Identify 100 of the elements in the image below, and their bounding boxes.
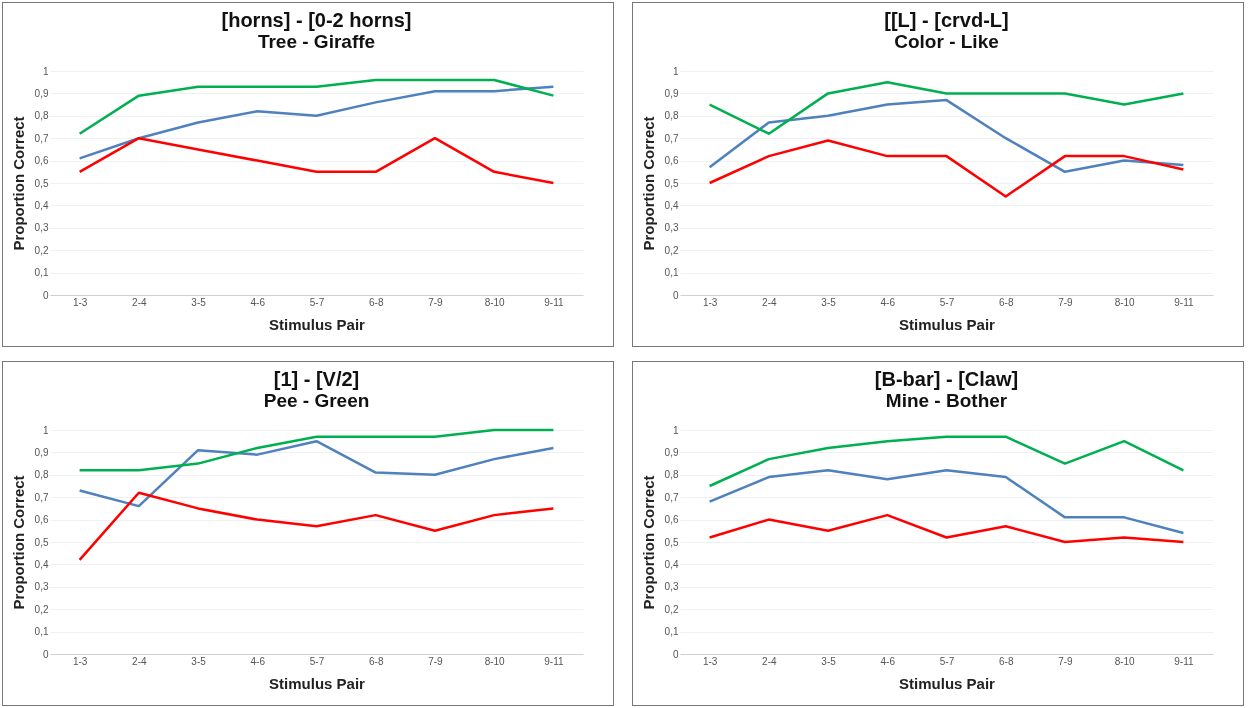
chart-title: [1] - [V/2] — [273, 368, 360, 390]
y-tick-label: 0,8 — [664, 110, 679, 122]
x-tick-label: 9-11 — [544, 655, 564, 667]
x-tick-label: 5-7 — [309, 296, 325, 308]
y-tick-label: 0,3 — [664, 581, 679, 593]
y-tick-label: 0,7 — [34, 491, 49, 503]
x-tick-label: 6-8 — [999, 296, 1014, 308]
x-tick-label: 7-9 — [428, 655, 444, 667]
y-tick-label: 0,4 — [34, 558, 49, 570]
x-axis-title: Stimulus Pair — [899, 315, 996, 333]
y-tick-label: 0,6 — [664, 514, 679, 526]
x-tick-label: 8-10 — [1114, 296, 1136, 308]
y-tick-label: 1 — [672, 424, 679, 436]
x-tick-label: 3-5 — [821, 296, 837, 308]
x-tick-label: 4-6 — [250, 655, 266, 667]
x-tick-label: 8-10 — [484, 655, 506, 667]
x-tick-label: 8-10 — [1114, 655, 1136, 667]
line-series — [708, 435, 1185, 488]
line-series — [78, 85, 555, 160]
y-tick-label: 0,7 — [664, 491, 679, 503]
x-tick-label: 7-9 — [428, 296, 444, 308]
x-tick-label: 9-11 — [1174, 655, 1194, 667]
y-tick-label: 0,9 — [664, 446, 679, 458]
y-axis-title: Proportion Correct — [639, 475, 657, 610]
x-tick-label: 2-4 — [132, 296, 147, 308]
x-tick-label: 3-5 — [191, 296, 207, 308]
x-tick-label: 2-4 — [132, 655, 147, 667]
chart-subtitle: Color - Like — [894, 31, 999, 52]
y-tick-label: 0 — [42, 289, 49, 301]
line-series — [708, 98, 1185, 174]
y-tick-label: 0,5 — [34, 177, 49, 189]
x-tick-label: 7-9 — [1058, 296, 1074, 308]
y-tick-label: 0,1 — [664, 626, 679, 638]
x-tick-label: 5-7 — [939, 296, 955, 308]
x-tick-label: 9-11 — [544, 296, 564, 308]
line-series — [708, 80, 1185, 135]
line-series — [78, 136, 555, 185]
y-tick-label: 0,7 — [34, 132, 49, 144]
x-tick-label: 3-5 — [821, 655, 837, 667]
x-tick-label: 2-4 — [762, 655, 777, 667]
line-series — [78, 78, 555, 135]
y-tick-label: 1 — [42, 424, 49, 436]
y-tick-label: 0,9 — [34, 446, 49, 458]
line-series — [708, 139, 1185, 198]
y-tick-label: 0 — [672, 289, 679, 301]
y-tick-label: 0,2 — [34, 603, 49, 615]
line-series — [78, 428, 555, 472]
chart-title: [horns] - [0-2 horns] — [221, 9, 412, 31]
y-tick-label: 0,8 — [34, 469, 49, 481]
x-axis-title: Stimulus Pair — [269, 315, 366, 333]
y-tick-label: 0,5 — [664, 536, 679, 548]
y-tick-label: 0 — [672, 648, 679, 660]
chart-title: [[L] - [crvd-L] — [884, 9, 1009, 31]
y-tick-label: 0,9 — [34, 87, 49, 99]
y-tick-label: 0,7 — [664, 132, 679, 144]
x-tick-label: 6-8 — [369, 296, 384, 308]
y-tick-label: 0,1 — [664, 267, 679, 279]
y-tick-label: 0,9 — [664, 87, 679, 99]
x-tick-label: 1-3 — [72, 296, 88, 308]
y-tick-label: 0,8 — [664, 469, 679, 481]
x-tick-label: 8-10 — [484, 296, 506, 308]
x-tick-label: 5-7 — [939, 655, 955, 667]
y-tick-label: 0,3 — [34, 581, 49, 593]
y-axis-title: Proportion Correct — [9, 475, 27, 610]
y-tick-label: 0,5 — [34, 536, 49, 548]
line-series — [78, 439, 555, 508]
line-series — [708, 513, 1185, 544]
y-tick-label: 0,2 — [664, 244, 679, 256]
line-series — [78, 491, 555, 562]
y-tick-label: 0,2 — [664, 603, 679, 615]
x-tick-label: 6-8 — [999, 655, 1014, 667]
chart-title: [B-bar] - [Claw] — [874, 368, 1019, 390]
y-tick-label: 0,4 — [34, 199, 49, 211]
x-tick-label: 1-3 — [702, 296, 718, 308]
y-tick-label: 0,1 — [34, 626, 49, 638]
y-tick-label: 0,6 — [34, 514, 49, 526]
y-tick-label: 0,5 — [664, 177, 679, 189]
x-tick-label: 6-8 — [369, 655, 384, 667]
x-axis-title: Stimulus Pair — [269, 674, 366, 692]
line-series — [708, 469, 1185, 535]
x-tick-label: 3-5 — [191, 655, 207, 667]
x-tick-label: 1-3 — [702, 655, 718, 667]
y-tick-label: 0 — [42, 648, 49, 660]
y-tick-label: 0,6 — [664, 155, 679, 167]
x-tick-label: 7-9 — [1058, 655, 1074, 667]
x-tick-label: 2-4 — [762, 296, 777, 308]
y-tick-label: 0,8 — [34, 110, 49, 122]
chart-subtitle: Pee - Green — [263, 390, 370, 411]
y-tick-label: 0,6 — [34, 155, 49, 167]
x-tick-label: 4-6 — [250, 296, 266, 308]
x-tick-label: 5-7 — [309, 655, 325, 667]
y-tick-label: 0,1 — [34, 267, 49, 279]
x-axis-title: Stimulus Pair — [899, 674, 996, 692]
y-tick-label: 1 — [42, 65, 49, 77]
x-tick-label: 1-3 — [72, 655, 88, 667]
y-tick-label: 0,2 — [34, 244, 49, 256]
y-tick-label: 0,3 — [664, 222, 679, 234]
x-tick-label: 9-11 — [1174, 296, 1194, 308]
y-tick-label: 1 — [672, 65, 679, 77]
chart-subtitle: Tree - Giraffe — [257, 31, 376, 52]
